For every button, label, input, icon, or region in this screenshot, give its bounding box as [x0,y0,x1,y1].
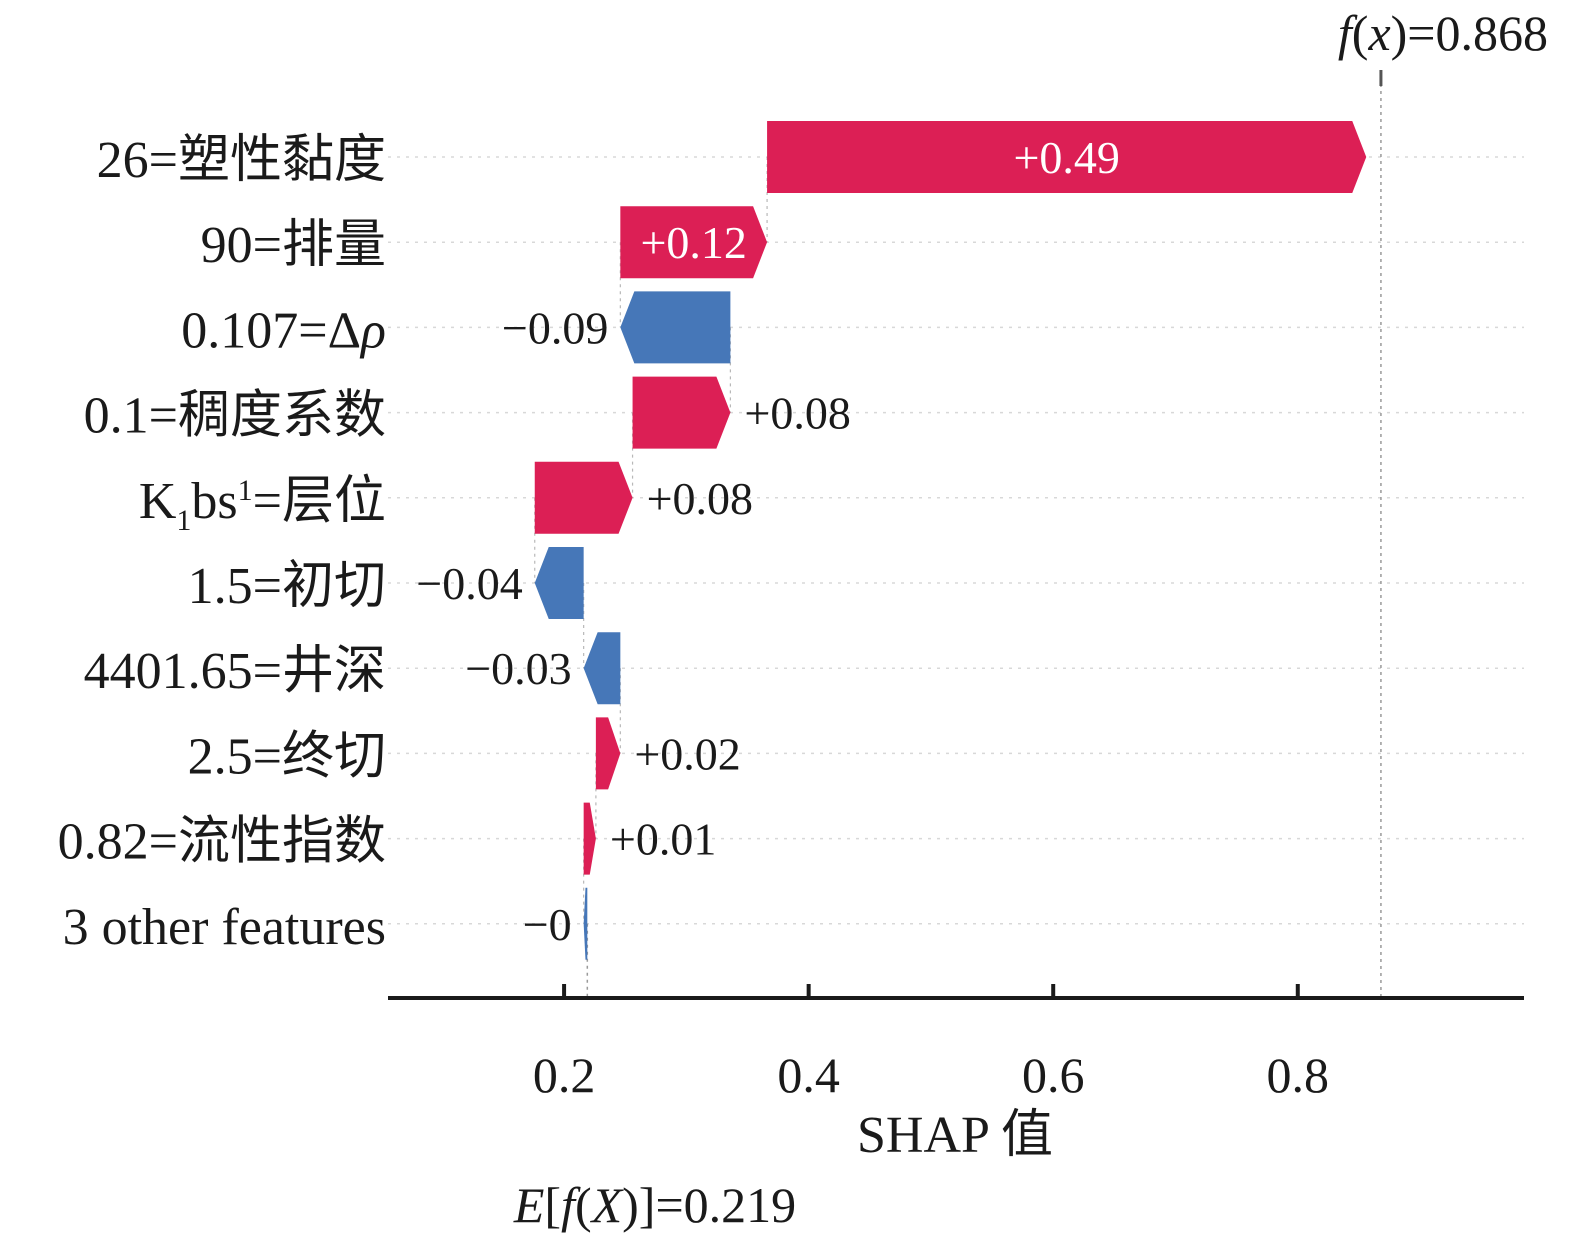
waterfall-bar [767,121,1367,193]
bar-value-label: +0.08 [647,473,753,524]
x-tick-label: 0.8 [1267,1047,1330,1103]
bar-value-label: +0.49 [1013,132,1119,183]
guide-lines [388,70,1524,998]
bar-value-label: −0.03 [465,643,571,694]
waterfall-bar [534,547,584,619]
x-axis-ticks: 0.2 0.4 0.6 0.8 [533,984,1329,1103]
feature-label: 0.82=流性指数 [58,814,386,871]
output-value-label: f(x)=0.868 [1338,5,1548,61]
feature-label: 3 other features [63,899,386,956]
bar-value-label: +0.02 [634,728,740,779]
x-axis-title: SHAP 值 [857,1107,1053,1164]
feature-label: 90=排量 [201,217,386,274]
base-value-label: E[f(X)]=0.219 [513,1177,796,1233]
waterfall-bar [620,291,731,364]
bar-value-label: +0.08 [744,388,850,439]
feature-label: 4401.65=井深 [84,643,386,700]
bars [534,121,1367,960]
bar-value-label: +0.01 [610,814,716,865]
waterfall-bar [583,632,621,705]
bar-value-label: +0.12 [640,217,746,268]
feature-label: 1.5=初切 [188,558,386,615]
feature-labels: 26=塑性黏度 90=排量 0.107=Δρ 0.1=稠度系数 K1bs1=层位 1.5=… [58,132,386,956]
x-tick-label: 0.2 [533,1047,596,1103]
bar-value-label: −0.09 [502,302,608,353]
feature-label: 0.1=稠度系数 [84,388,386,445]
waterfall-bar [595,717,621,790]
bar-value-labels: +0.49 +0.12 −0.09 +0.08 +0.08 −0.04 −0.03 +0.02… [416,132,1120,950]
waterfall-bar [534,461,633,534]
feature-label: 26=塑性黏度 [97,132,386,189]
waterfall-bar [632,376,731,449]
feature-label: 0.107=Δρ [181,302,386,359]
bar-value-label: −0.04 [416,558,522,609]
waterfall-bar [583,802,596,875]
x-tick-label: 0.6 [1022,1047,1085,1103]
bar-value-label: −0 [523,899,572,950]
feature-label: 2.5=终切 [188,728,386,785]
x-tick-label: 0.4 [777,1047,840,1103]
feature-label: K1bs1=层位 [139,473,386,537]
waterfall-bar [620,206,768,279]
waterfall-bar [583,887,588,960]
